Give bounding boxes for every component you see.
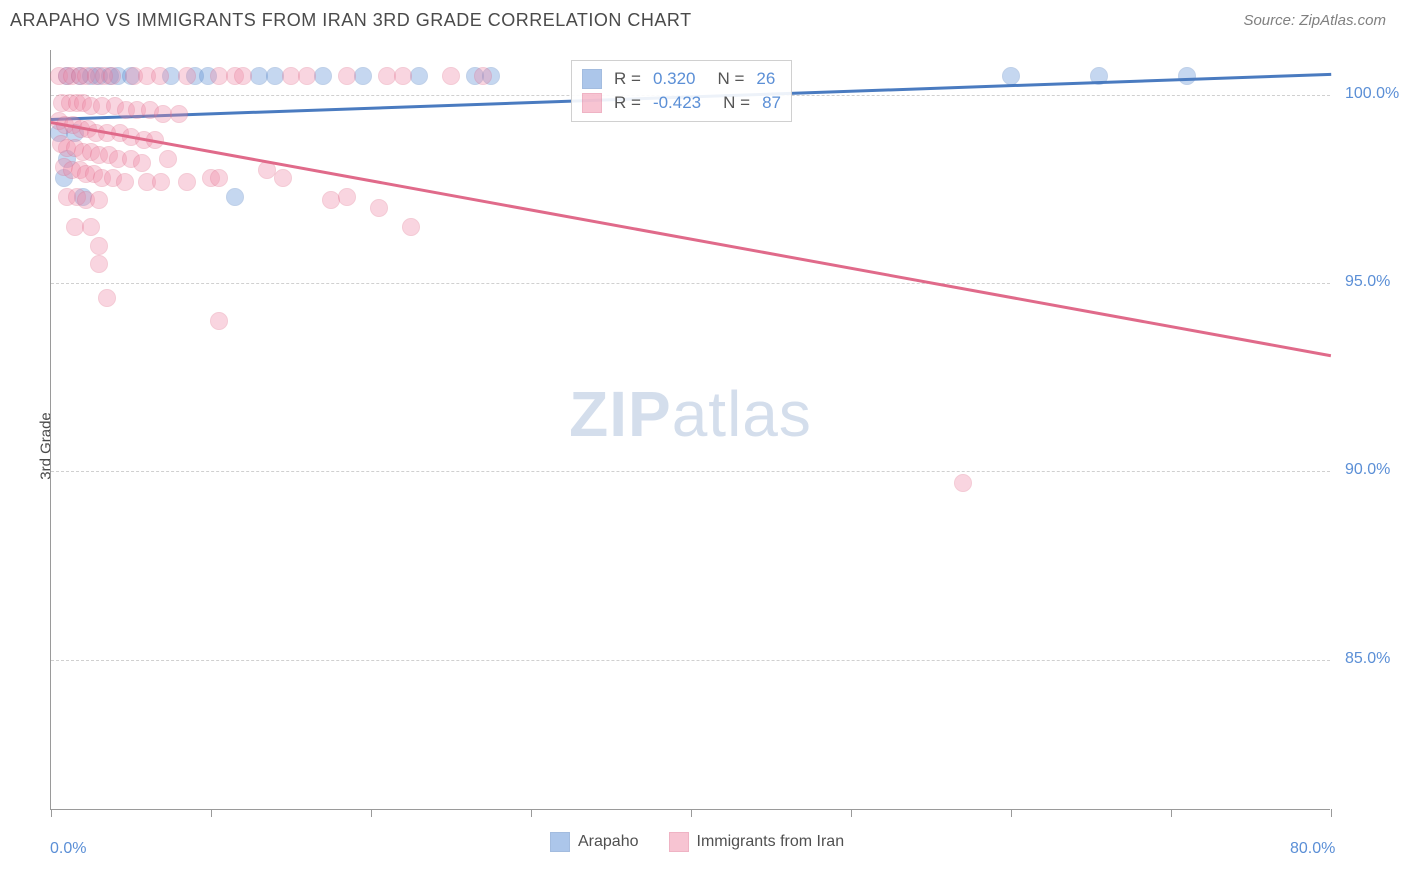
scatter-point-iran [170,105,188,123]
scatter-point-arapaho [226,188,244,206]
stats-row-arapaho: R = 0.320 N = 26 [582,67,781,91]
scatter-point-iran [82,218,100,236]
scatter-point-iran [152,173,170,191]
scatter-point-iran [90,191,108,209]
stats-row-iran: R = -0.423 N = 87 [582,91,781,115]
scatter-point-iran [338,67,356,85]
scatter-point-iran [178,173,196,191]
stat-label: R = [614,69,641,89]
scatter-point-iran [954,474,972,492]
scatter-point-iran [116,173,134,191]
legend-swatch-iran [582,93,602,113]
y-tick-label: 100.0% [1345,85,1399,103]
scatter-point-iran [90,255,108,273]
scatter-point-iran [103,67,121,85]
scatter-point-arapaho [1178,67,1196,85]
legend-swatch-iran [669,832,689,852]
scatter-point-iran [274,169,292,187]
scatter-point-iran [298,67,316,85]
scatter-point-iran [90,237,108,255]
x-tick [1331,809,1332,817]
scatter-point-iran [178,67,196,85]
stat-label: R = [614,93,641,113]
chart-plot-area: ZIPatlas R = 0.320 N = 26 R = -0.423 N = 87 [50,50,1330,810]
stats-box: R = 0.320 N = 26 R = -0.423 N = 87 [571,60,792,122]
scatter-point-iran [151,67,169,85]
watermark-light: atlas [672,378,812,450]
scatter-point-iran [234,67,252,85]
legend-item-iran: Immigrants from Iran [669,832,845,852]
n-value-arapaho: 26 [756,69,775,89]
watermark: ZIPatlas [569,377,812,451]
legend-item-arapaho: Arapaho [550,832,639,852]
x-tick [851,809,852,817]
scatter-point-arapaho [1002,67,1020,85]
scatter-point-iran [338,188,356,206]
watermark-bold: ZIP [569,378,672,450]
x-tick [1011,809,1012,817]
y-tick-label: 90.0% [1345,461,1390,479]
scatter-point-iran [98,289,116,307]
y-tick-label: 85.0% [1345,650,1390,668]
x-tick [691,809,692,817]
stat-label: N = [723,93,750,113]
scatter-point-arapaho [314,67,332,85]
scatter-point-iran [210,169,228,187]
scatter-point-iran [442,67,460,85]
scatter-point-arapaho [410,67,428,85]
n-value-iran: 87 [762,93,781,113]
gridline [51,283,1330,284]
scatter-point-iran [370,199,388,217]
x-tick [371,809,372,817]
source-attribution: Source: ZipAtlas.com [1243,12,1386,29]
chart-title: ARAPAHO VS IMMIGRANTS FROM IRAN 3RD GRAD… [10,10,692,31]
legend-swatch-arapaho [582,69,602,89]
scatter-point-iran [159,150,177,168]
gridline [51,471,1330,472]
x-tick-label: 0.0% [50,840,86,858]
scatter-point-arapaho [354,67,372,85]
legend-label-iran: Immigrants from Iran [697,833,845,851]
gridline [51,660,1330,661]
scatter-point-iran [394,67,412,85]
x-tick [51,809,52,817]
trend-line-iran [51,122,1331,358]
scatter-point-iran [133,154,151,172]
scatter-point-iran [210,312,228,330]
legend-swatch-arapaho [550,832,570,852]
x-tick [531,809,532,817]
scatter-point-iran [474,67,492,85]
r-value-iran: -0.423 [653,93,701,113]
scatter-point-iran [402,218,420,236]
legend-label-arapaho: Arapaho [578,833,639,851]
x-tick-label: 80.0% [1290,840,1335,858]
x-tick [1171,809,1172,817]
stat-label: N = [717,69,744,89]
x-tick [211,809,212,817]
y-tick-label: 95.0% [1345,273,1390,291]
legend: Arapaho Immigrants from Iran [550,832,844,852]
r-value-arapaho: 0.320 [653,69,696,89]
